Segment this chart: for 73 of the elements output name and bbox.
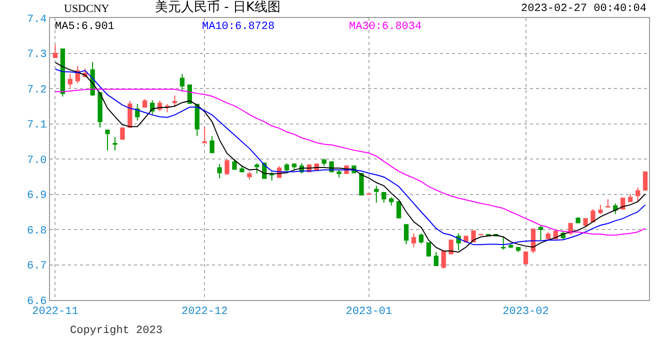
x-tick-label: 2023-02 xyxy=(502,306,549,318)
candlestick xyxy=(112,136,118,152)
candlestick xyxy=(598,204,603,214)
candlestick xyxy=(254,162,260,174)
text: 2023-02-27 00:40:04 xyxy=(521,3,647,15)
y-tick-label: 6.9 xyxy=(26,190,47,202)
y-tick-label: 6.6 xyxy=(26,296,47,308)
candlestick xyxy=(128,100,132,128)
candlestick xyxy=(322,158,326,167)
candlestick xyxy=(583,218,588,228)
x-tick-label: 2023-01 xyxy=(346,306,392,318)
candlestick xyxy=(426,242,431,256)
line-series xyxy=(54,88,646,236)
candlestick xyxy=(135,104,140,122)
chart-title: 美元人民币 - 日K线图 xyxy=(155,0,281,15)
candlestick xyxy=(180,74,185,92)
candlestick xyxy=(628,193,633,202)
candlestick xyxy=(52,44,58,58)
candlestick xyxy=(404,224,409,245)
candlestick xyxy=(68,74,72,88)
candlestick xyxy=(389,196,394,206)
y-tick-label: 7.4 xyxy=(26,14,48,26)
candlestick xyxy=(448,239,454,254)
candlestick xyxy=(516,246,521,253)
candlestick xyxy=(194,104,200,137)
candlestick xyxy=(60,48,66,98)
y-tick-label: 7.2 xyxy=(26,84,47,96)
candlestick xyxy=(172,95,178,108)
candlestick xyxy=(224,158,230,176)
candlestick xyxy=(590,208,596,222)
candlestick xyxy=(635,186,640,202)
candlestick xyxy=(396,201,402,218)
chart-subtitle: USDCNY xyxy=(64,3,110,15)
x-tick-label: 2022-11 xyxy=(32,306,79,318)
candlestick xyxy=(284,162,290,172)
candlestick xyxy=(247,172,252,180)
y-tick-label: 6.7 xyxy=(26,260,47,273)
candlestick xyxy=(501,236,506,250)
candlestick xyxy=(374,185,379,204)
candlestick xyxy=(411,232,416,248)
candlestick xyxy=(105,130,110,152)
candlestick xyxy=(606,198,610,208)
text: Copyright 2023 xyxy=(70,325,162,337)
candlestick xyxy=(642,172,648,192)
candlestick xyxy=(434,252,438,266)
text: MA10:6.8728 xyxy=(202,21,275,33)
candlestick xyxy=(382,192,386,204)
candlestick xyxy=(546,231,550,241)
candlestick xyxy=(142,98,148,108)
candlestick xyxy=(576,216,580,224)
candlestick xyxy=(418,232,424,244)
candlestick xyxy=(292,163,297,170)
candlestick xyxy=(523,252,528,264)
y-tick-label: 7.3 xyxy=(26,49,47,62)
candlestick xyxy=(269,171,274,181)
candlestick xyxy=(210,136,214,154)
y-tick-label: 6.8 xyxy=(26,225,47,238)
candlestick xyxy=(359,172,364,196)
text: MA5:6.901 xyxy=(55,21,115,33)
candlestick xyxy=(538,225,544,241)
candlestick xyxy=(336,169,342,178)
y-tick-label: 7.0 xyxy=(26,154,47,167)
candlestick xyxy=(98,92,102,128)
candlestick xyxy=(217,163,222,179)
candlestick xyxy=(164,104,170,113)
candlestick xyxy=(120,126,125,140)
x-tick-label: 2022-12 xyxy=(181,306,228,318)
candlestick xyxy=(441,250,446,270)
text: MA30:6.8034 xyxy=(349,21,422,33)
y-tick-label: 7.1 xyxy=(26,120,48,132)
candlestick xyxy=(232,158,237,170)
candlestick xyxy=(202,126,207,144)
candlestick xyxy=(240,166,244,173)
